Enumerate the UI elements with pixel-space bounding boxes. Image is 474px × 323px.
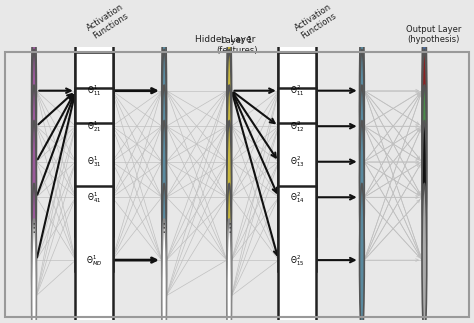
- Text: $\Theta^2_{14}$: $\Theta^2_{14}$: [290, 190, 304, 205]
- Ellipse shape: [32, 219, 36, 323]
- Ellipse shape: [422, 121, 427, 274]
- FancyBboxPatch shape: [75, 123, 113, 271]
- Ellipse shape: [32, 85, 36, 238]
- Ellipse shape: [32, 183, 36, 323]
- Ellipse shape: [422, 50, 427, 203]
- Text: $\Theta^2_{12}$: $\Theta^2_{12}$: [290, 119, 304, 134]
- Ellipse shape: [227, 85, 232, 238]
- Ellipse shape: [360, 121, 365, 274]
- Text: $\Theta^1_{MD}$: $\Theta^1_{MD}$: [86, 253, 102, 267]
- Ellipse shape: [32, 50, 36, 203]
- Text: $\Theta^1_{31}$: $\Theta^1_{31}$: [87, 154, 101, 169]
- FancyBboxPatch shape: [278, 123, 316, 271]
- Text: ⋮: ⋮: [223, 222, 236, 235]
- Text: Output Layer
(hypothesis): Output Layer (hypothesis): [406, 25, 461, 44]
- Ellipse shape: [32, 14, 36, 167]
- Text: $\Theta^1_{21}$: $\Theta^1_{21}$: [87, 119, 101, 134]
- FancyBboxPatch shape: [278, 186, 316, 323]
- Text: $\Theta^1_{41}$: $\Theta^1_{41}$: [87, 190, 101, 205]
- Ellipse shape: [422, 183, 427, 323]
- Ellipse shape: [422, 14, 427, 167]
- Ellipse shape: [162, 85, 166, 238]
- FancyBboxPatch shape: [75, 186, 113, 323]
- Text: $\Theta^2_{11}$: $\Theta^2_{11}$: [290, 83, 304, 98]
- Ellipse shape: [162, 50, 166, 203]
- Ellipse shape: [227, 121, 232, 274]
- Text: ⋮: ⋮: [28, 222, 40, 235]
- Text: Activation
Functions: Activation Functions: [85, 2, 131, 41]
- Ellipse shape: [360, 183, 365, 323]
- Ellipse shape: [227, 50, 232, 203]
- Text: $\Theta^1_{11}$: $\Theta^1_{11}$: [87, 83, 101, 98]
- FancyBboxPatch shape: [278, 88, 316, 235]
- Ellipse shape: [227, 183, 232, 323]
- Ellipse shape: [162, 183, 166, 323]
- Text: $\Theta^2_{15}$: $\Theta^2_{15}$: [290, 253, 304, 267]
- Ellipse shape: [162, 219, 166, 323]
- Text: ⋮: ⋮: [158, 222, 170, 235]
- Ellipse shape: [162, 121, 166, 274]
- Ellipse shape: [227, 14, 232, 167]
- FancyBboxPatch shape: [278, 17, 316, 164]
- FancyBboxPatch shape: [278, 52, 316, 200]
- Ellipse shape: [360, 50, 365, 203]
- Text: Hidden Layer: Hidden Layer: [195, 35, 255, 44]
- Text: Layer 1
(features): Layer 1 (features): [216, 36, 258, 55]
- Text: $\Theta^2_{13}$: $\Theta^2_{13}$: [290, 154, 304, 169]
- Ellipse shape: [162, 14, 166, 167]
- Ellipse shape: [422, 85, 427, 238]
- FancyBboxPatch shape: [75, 17, 113, 164]
- FancyBboxPatch shape: [75, 88, 113, 235]
- Ellipse shape: [360, 14, 365, 167]
- Ellipse shape: [32, 121, 36, 274]
- FancyBboxPatch shape: [75, 52, 113, 200]
- Text: Activation
Functions: Activation Functions: [293, 2, 339, 41]
- Ellipse shape: [360, 85, 365, 238]
- Ellipse shape: [227, 219, 232, 323]
